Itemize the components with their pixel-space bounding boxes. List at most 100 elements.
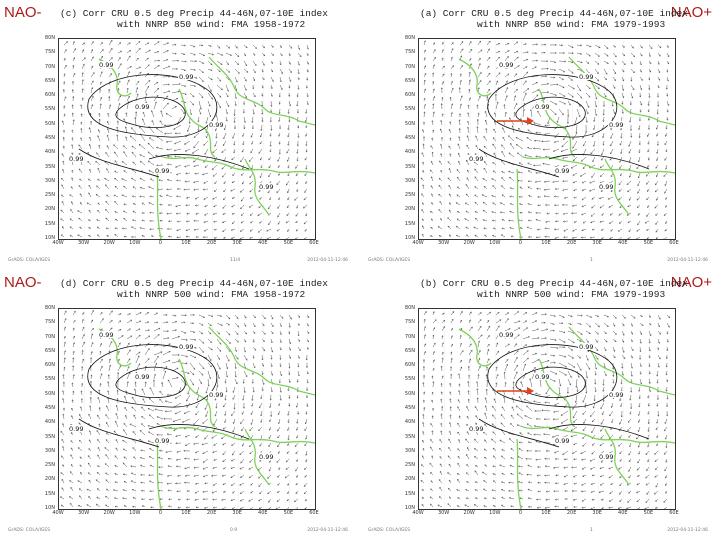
wind-vector-head <box>443 319 446 322</box>
wind-vector <box>171 83 181 86</box>
wind-vector <box>522 88 529 94</box>
wind-vector <box>455 202 461 206</box>
wind-vector-head <box>647 127 650 131</box>
wind-vector-head <box>553 141 556 143</box>
wind-vector-head <box>271 317 274 320</box>
wind-vector-head <box>194 491 197 494</box>
wind-vector <box>486 320 490 324</box>
wind-vector-head <box>97 209 100 212</box>
wind-vector <box>153 351 163 356</box>
wind-vector-head <box>656 151 659 155</box>
wind-vector <box>251 140 254 145</box>
wind-vector-head <box>443 326 445 329</box>
wind-vector-head <box>287 444 290 447</box>
wind-vector <box>491 211 497 214</box>
wind-vector-head <box>277 159 280 162</box>
wind-vector <box>261 76 265 80</box>
wind-vector <box>149 387 155 396</box>
wind-vector-head <box>588 87 591 90</box>
wind-vector-head <box>243 121 246 124</box>
wind-vector-head <box>81 382 84 385</box>
wind-vector-head <box>201 173 205 176</box>
wind-vector-head <box>657 95 660 98</box>
wind-vector-head <box>583 144 585 147</box>
wind-vector-head <box>501 227 504 230</box>
wind-vector <box>600 228 605 231</box>
wind-vector-head <box>656 374 659 377</box>
wind-vector <box>105 209 110 214</box>
wind-vector-head <box>174 52 177 55</box>
wind-vector-head <box>630 79 633 82</box>
wind-vector-head <box>123 217 126 220</box>
wind-vector <box>213 172 218 177</box>
wind-vector-head <box>448 209 451 212</box>
wind-vector <box>522 102 526 110</box>
wind-vector-head <box>525 344 528 347</box>
wind-vector-head <box>526 51 529 54</box>
wind-vector <box>207 68 213 71</box>
wind-vector-head <box>479 79 482 83</box>
wind-vector-head <box>175 195 178 198</box>
wind-vector <box>234 52 240 57</box>
wind-vector-head <box>138 47 141 50</box>
wind-vector <box>61 153 65 158</box>
wind-vector <box>504 328 511 332</box>
wind-vector <box>449 153 452 158</box>
wind-vector-head <box>648 88 651 91</box>
wind-vector <box>193 132 200 138</box>
wind-vector <box>513 103 518 110</box>
wind-vector-head <box>421 218 424 221</box>
wind-vector <box>87 462 92 468</box>
wind-vector <box>286 148 290 154</box>
wind-vector-head <box>655 213 658 216</box>
wind-vector <box>581 156 587 162</box>
wind-vector <box>500 211 506 214</box>
panel-title-line2: with NNRP 500 wind: FMA 1958-1972 <box>60 289 306 300</box>
wind-vector-head <box>105 488 109 491</box>
contour-label: 0.99 <box>599 183 613 191</box>
wind-vector <box>467 121 470 126</box>
wind-vector <box>423 326 426 332</box>
wind-vector <box>79 178 83 182</box>
wind-vector-head <box>297 365 300 368</box>
wind-vector-head <box>452 65 454 68</box>
wind-vector-head <box>270 87 273 90</box>
wind-vector <box>450 88 454 94</box>
wind-vector-head <box>62 136 65 139</box>
wind-vector-head <box>262 339 265 342</box>
wind-vector-head <box>554 52 557 55</box>
wind-vector <box>72 41 75 46</box>
wind-vector <box>306 314 310 318</box>
wind-vector <box>477 72 482 78</box>
wind-vector-head <box>88 192 91 195</box>
wind-vector-head <box>304 475 307 478</box>
wind-vector-head <box>128 71 130 74</box>
wind-vector-head <box>478 57 481 60</box>
wind-vector <box>430 185 434 190</box>
wind-vector-head <box>597 315 600 318</box>
longitude-tick-label: 40W <box>52 240 64 246</box>
wind-vector <box>494 112 497 118</box>
wind-vector-head <box>79 464 82 467</box>
wind-vector <box>213 442 218 446</box>
wind-vector <box>240 506 245 509</box>
wind-vector-head <box>167 337 170 339</box>
wind-vector-head <box>570 78 573 81</box>
wind-vector-head <box>258 429 261 432</box>
wind-vector-head <box>211 436 214 439</box>
wind-vector-head <box>233 114 236 117</box>
wind-vector-head <box>117 371 120 375</box>
wind-vector <box>522 59 528 62</box>
wind-vector <box>477 374 479 380</box>
wind-vector <box>193 466 200 469</box>
wind-vector-head <box>156 423 159 425</box>
wind-vector <box>153 327 161 332</box>
wind-vector <box>222 450 227 456</box>
wind-vector <box>306 148 308 153</box>
wind-vector-head <box>249 213 252 216</box>
wind-vector <box>495 382 497 388</box>
wind-vector <box>527 162 533 166</box>
wind-vector-head <box>63 113 66 116</box>
wind-vector <box>107 397 110 404</box>
wind-vector <box>239 482 245 486</box>
